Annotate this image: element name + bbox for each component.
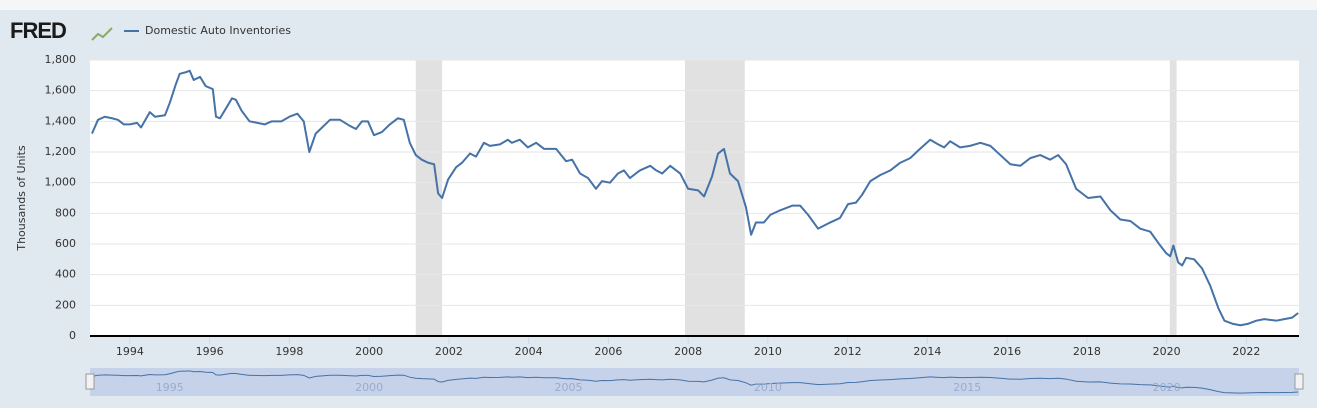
- y-tick-label: 400: [55, 268, 76, 281]
- y-tick-label: 1,400: [45, 114, 77, 127]
- x-tick-label: 2000: [355, 345, 383, 358]
- y-axis-label: Thousands of Units: [15, 145, 28, 252]
- navigator[interactable]: [90, 368, 1299, 396]
- logo-icon: [91, 27, 113, 41]
- x-tick-label: 2008: [674, 345, 702, 358]
- recession-band: [1169, 60, 1177, 336]
- legend-label[interactable]: Domestic Auto Inventories: [145, 24, 291, 37]
- navigator-label: 2005: [554, 381, 582, 394]
- y-tick-label: 0: [69, 329, 76, 342]
- x-tick-label: 2010: [754, 345, 782, 358]
- navigator-label: 2000: [355, 381, 383, 394]
- x-tick-label: 2020: [1153, 345, 1181, 358]
- x-tick-label: 1998: [275, 345, 303, 358]
- navigator-label: 2015: [953, 381, 981, 394]
- navigator-handle[interactable]: [85, 373, 95, 390]
- x-tick-label: 2002: [435, 345, 463, 358]
- x-tick-label: 2014: [913, 345, 941, 358]
- y-tick-label: 1,200: [45, 145, 77, 158]
- y-tick-label: 1,600: [45, 84, 77, 97]
- series-line: [91, 69, 1299, 327]
- x-tick-label: 2012: [834, 345, 862, 358]
- x-tick-label: 2004: [515, 345, 543, 358]
- logo: FRED: [10, 18, 66, 43]
- y-tick-label: 600: [55, 237, 76, 250]
- navigator-label: 1995: [156, 381, 184, 394]
- x-tick-label: 2016: [993, 345, 1021, 358]
- x-tick-label: 2022: [1232, 345, 1260, 358]
- recession-band: [684, 60, 745, 336]
- y-tick-label: 1,000: [45, 176, 77, 189]
- x-tick-label: 1994: [116, 345, 144, 358]
- y-tick-label: 1,800: [45, 53, 77, 66]
- x-tick-label: 2018: [1073, 345, 1101, 358]
- navigator-line: [91, 370, 1299, 394]
- x-tick-label: 1996: [196, 345, 224, 358]
- navigator-handle[interactable]: [1294, 373, 1304, 390]
- y-tick-label: 200: [55, 298, 76, 311]
- y-tick-label: 800: [55, 206, 76, 219]
- navigator-label: 2020: [1153, 381, 1181, 394]
- top-bar: [0, 0, 1317, 10]
- recession-band: [415, 60, 443, 336]
- navigator-label: 2010: [754, 381, 782, 394]
- x-tick-label: 2006: [594, 345, 622, 358]
